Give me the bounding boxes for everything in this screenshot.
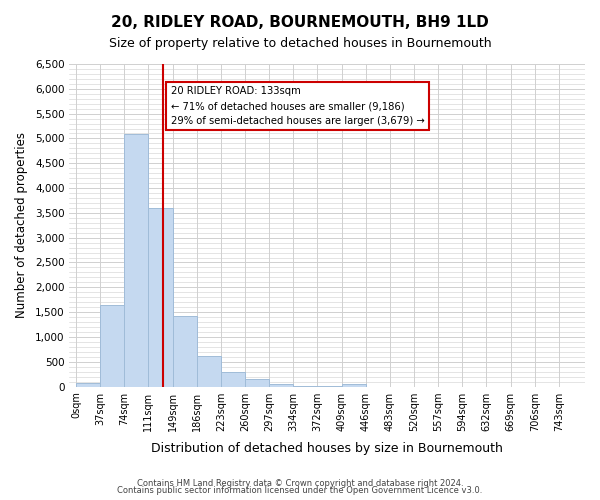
Bar bbox=[100, 304, 124, 386]
Text: 20, RIDLEY ROAD, BOURNEMOUTH, BH9 1LD: 20, RIDLEY ROAD, BOURNEMOUTH, BH9 1LD bbox=[111, 15, 489, 30]
Text: Contains HM Land Registry data © Crown copyright and database right 2024.: Contains HM Land Registry data © Crown c… bbox=[137, 478, 463, 488]
Bar bbox=[221, 372, 245, 386]
Bar bbox=[245, 380, 269, 386]
Bar bbox=[124, 134, 148, 386]
Bar bbox=[197, 356, 221, 386]
Text: Size of property relative to detached houses in Bournemouth: Size of property relative to detached ho… bbox=[109, 38, 491, 51]
Bar bbox=[148, 208, 173, 386]
Text: Contains public sector information licensed under the Open Government Licence v3: Contains public sector information licen… bbox=[118, 486, 482, 495]
Bar bbox=[341, 384, 366, 386]
Bar bbox=[76, 383, 100, 386]
Y-axis label: Number of detached properties: Number of detached properties bbox=[15, 132, 28, 318]
X-axis label: Distribution of detached houses by size in Bournemouth: Distribution of detached houses by size … bbox=[151, 442, 503, 455]
Bar bbox=[269, 384, 293, 386]
Bar bbox=[173, 316, 197, 386]
Text: 20 RIDLEY ROAD: 133sqm
← 71% of detached houses are smaller (9,186)
29% of semi-: 20 RIDLEY ROAD: 133sqm ← 71% of detached… bbox=[170, 86, 424, 126]
